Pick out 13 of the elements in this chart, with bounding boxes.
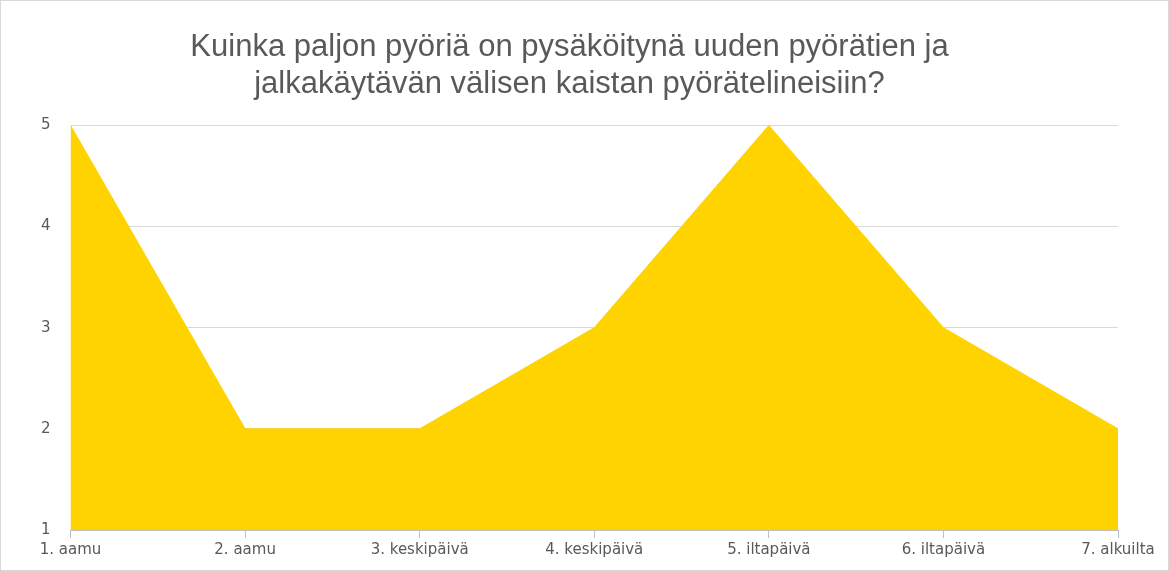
- y-tick-label: 5: [41, 115, 51, 134]
- y-tick-label: 2: [41, 418, 51, 437]
- y-tick-label: 4: [41, 216, 51, 235]
- x-tick-label: 7. alkuilta: [1081, 539, 1155, 558]
- x-tick-label: 4. keskipäivä: [545, 539, 644, 558]
- x-tick-label: 6. iltapäivä: [901, 539, 986, 558]
- x-tick-label: 2. aamu: [214, 539, 276, 558]
- x-tick-label: 3. keskipäivä: [370, 539, 469, 558]
- chart-title: Kuinka paljon pyöriä on pysäköitynä uuden pyörätien ja jalkakäytävän välisen kaistan pyörätelineisiin?: [190, 28, 950, 101]
- x-tick-label: 1. aamu: [39, 539, 102, 558]
- x-tick-label: 5. iltapäivä: [727, 539, 811, 558]
- y-tick-label: 3: [41, 317, 51, 336]
- y-tick-label: 1: [41, 519, 51, 538]
